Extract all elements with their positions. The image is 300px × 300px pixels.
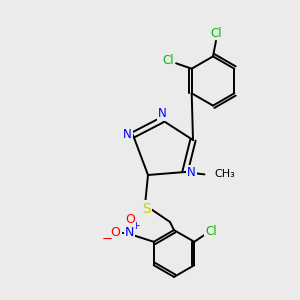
Text: Cl: Cl [205,225,217,238]
Text: N: N [158,107,167,120]
Text: Cl: Cl [162,54,173,67]
Text: O: O [111,226,121,239]
Text: Cl: Cl [211,26,222,40]
Text: S: S [142,202,151,216]
Text: CH₃: CH₃ [214,169,235,179]
Text: N: N [125,226,134,239]
Text: −: − [102,233,113,246]
Text: N: N [123,128,132,141]
Text: O: O [125,213,135,226]
Text: +: + [132,221,141,231]
Text: N: N [187,166,196,179]
